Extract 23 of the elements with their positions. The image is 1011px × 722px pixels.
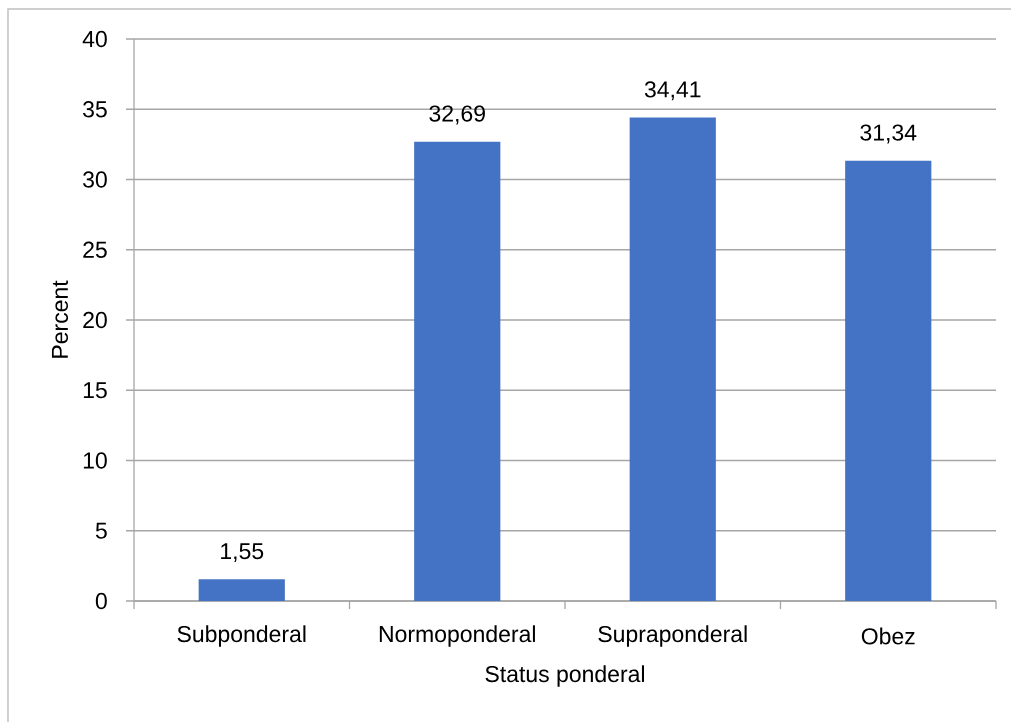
x-tick-label: Normoponderal — [379, 625, 535, 647]
y-tick-label: 10 — [83, 452, 107, 469]
data-label: 1,55 — [221, 543, 264, 562]
y-tick-label: 35 — [83, 101, 107, 118]
y-tick-label: 40 — [82, 30, 107, 48]
x-tick-label: Supraponderal — [598, 625, 747, 647]
y-tick-label: 15 — [83, 382, 107, 399]
y-tick-label: 5 — [95, 522, 107, 539]
x-axis-title: Status ponderal — [485, 665, 644, 687]
bar — [629, 117, 716, 601]
bar — [198, 579, 285, 601]
data-label: 34,41 — [644, 81, 701, 101]
x-tick-label: Obez — [861, 627, 915, 645]
y-tick-label: 30 — [83, 171, 107, 188]
data-label: 32,69 — [429, 105, 485, 125]
y-tick-label: 25 — [83, 241, 107, 258]
data-label: 31,34 — [860, 124, 917, 144]
bar — [845, 160, 932, 601]
y-tick-label: 0 — [95, 592, 107, 610]
bar — [414, 141, 501, 601]
y-axis-title: Percent — [51, 280, 69, 358]
y-tick-label: 20 — [83, 311, 107, 329]
x-tick-label: Subponderal — [177, 625, 306, 647]
